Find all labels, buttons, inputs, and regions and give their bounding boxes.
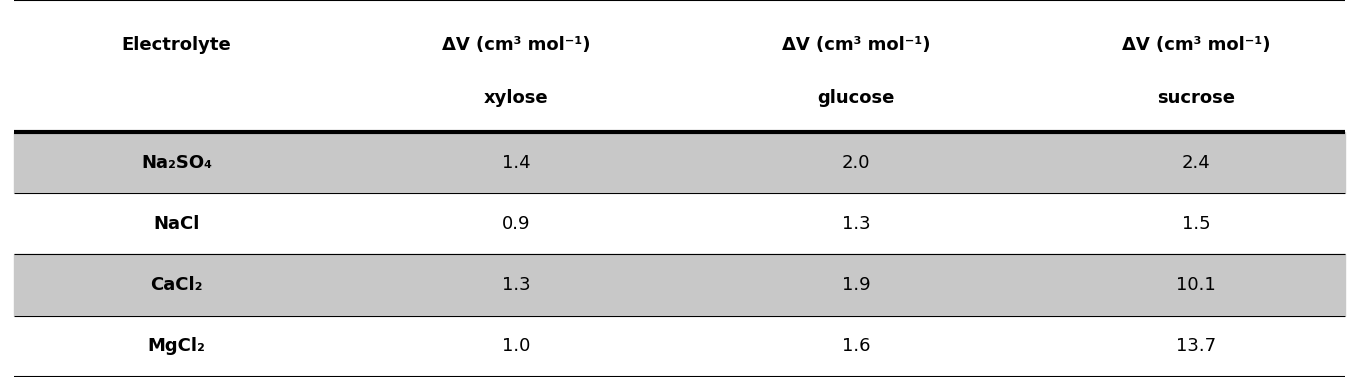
Text: Na₂SO₄: Na₂SO₄ xyxy=(141,153,212,172)
Text: 13.7: 13.7 xyxy=(1176,337,1216,356)
Text: 1.3: 1.3 xyxy=(841,215,871,233)
Text: 1.0: 1.0 xyxy=(503,337,530,356)
Text: NaCl: NaCl xyxy=(154,215,200,233)
Text: sucrose: sucrose xyxy=(1157,89,1235,107)
Text: 1.4: 1.4 xyxy=(501,153,531,172)
Text: CaCl₂: CaCl₂ xyxy=(151,276,202,294)
Text: 1.3: 1.3 xyxy=(501,276,531,294)
Text: 2.4: 2.4 xyxy=(1181,153,1211,172)
Bar xyxy=(14,316,1345,377)
Text: ΔV (cm³ mol⁻¹): ΔV (cm³ mol⁻¹) xyxy=(1121,36,1271,54)
Text: 10.1: 10.1 xyxy=(1176,276,1216,294)
Text: 0.9: 0.9 xyxy=(503,215,530,233)
Text: 1.6: 1.6 xyxy=(843,337,870,356)
Text: Electrolyte: Electrolyte xyxy=(122,36,231,54)
Text: 2.0: 2.0 xyxy=(843,153,870,172)
Bar xyxy=(14,193,1345,254)
Text: ΔV (cm³ mol⁻¹): ΔV (cm³ mol⁻¹) xyxy=(781,36,931,54)
Bar xyxy=(14,132,1345,193)
Text: 1.9: 1.9 xyxy=(841,276,871,294)
Text: ΔV (cm³ mol⁻¹): ΔV (cm³ mol⁻¹) xyxy=(442,36,591,54)
Text: 1.5: 1.5 xyxy=(1181,215,1211,233)
Bar xyxy=(14,254,1345,316)
Text: glucose: glucose xyxy=(818,89,894,107)
Text: xylose: xylose xyxy=(484,89,549,107)
Text: MgCl₂: MgCl₂ xyxy=(148,337,205,356)
